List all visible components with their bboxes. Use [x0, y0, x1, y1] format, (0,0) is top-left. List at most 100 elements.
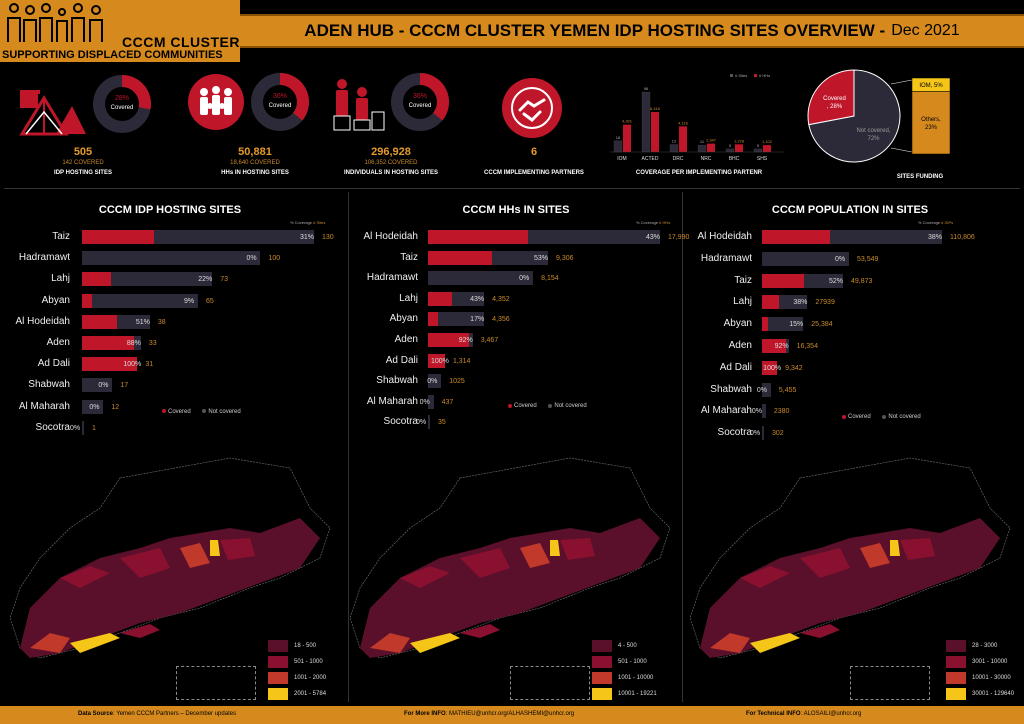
bar-percent: 0%	[834, 255, 846, 263]
footer-tech-text: : ALOSAILI@unhcr.org	[800, 711, 862, 717]
kpi-individuals: 36% Covered 296,928 106,352 COVERED INDI…	[326, 66, 456, 184]
bar-covered	[82, 336, 134, 350]
legend-text: 28 - 3000	[972, 643, 998, 649]
sites-bar	[725, 148, 735, 153]
bar-covered	[428, 353, 445, 368]
bar-count: 53,549	[856, 255, 879, 263]
sites-value: 12	[672, 139, 677, 144]
bar-percent: 0%	[246, 255, 257, 263]
map-legend-item: 18 - 500	[268, 640, 348, 654]
camp-icon	[19, 90, 86, 136]
footer: Data Source: Yemen CCCM Partners – Decem…	[0, 706, 1024, 724]
pie-slice	[807, 69, 855, 126]
bar-count: 49,873	[851, 277, 873, 285]
funding-chart: Not covered, 72% Covered , 28% IOM, 5% Others…	[796, 66, 956, 184]
row-label: Socotra	[35, 421, 70, 433]
bar-percent: 0%	[70, 424, 81, 432]
funding-bar-segment	[911, 91, 951, 155]
pie-label: Covered	[823, 96, 846, 102]
map-legend-item: 28 - 3000	[946, 640, 1024, 654]
bar-percent: 38%	[793, 299, 808, 307]
row-label: Al Maharah	[366, 395, 418, 407]
bar-count: 1	[92, 424, 96, 432]
kpi-value: 50,881	[238, 146, 272, 158]
legend-not-covered: Not covered	[202, 409, 241, 415]
bar-covered	[82, 230, 154, 244]
bar-count: 4,356	[492, 316, 510, 324]
socotra-inset	[510, 666, 590, 700]
bar-percent: 22%	[198, 276, 213, 284]
row-label: Al Maharah	[18, 400, 70, 412]
partner-label: IOM	[617, 156, 626, 162]
row-label: Taiz	[52, 231, 70, 242]
partners-bar-chart: # Sites # HHs 18 4,391 IOM 96 6,416 ACTED 12 4,11…	[610, 73, 784, 176]
bar-percent: 0%	[519, 275, 530, 283]
header: CCCM CLUSTER SUPPORTING DISPLACED COMMUN…	[0, 0, 1024, 62]
funding-pie: Not covered, 72% Covered , 28% IOM, 5% Others…	[807, 69, 951, 180]
row-label: Socotra	[383, 416, 418, 428]
row-label: Lahj	[51, 273, 70, 285]
bar-covered	[762, 317, 769, 332]
hhs-value: 4,391	[622, 119, 633, 124]
bar-total	[428, 394, 434, 409]
bar-count: 100	[268, 255, 281, 263]
bar-count: 4,352	[492, 295, 510, 303]
hhs-bar	[735, 144, 743, 152]
bar-covered	[82, 272, 111, 287]
people-silhouettes-icon	[7, 3, 103, 42]
legend-text: 2001 - 5784	[294, 691, 327, 697]
connector	[890, 79, 913, 85]
legend-not-covered: Not covered	[882, 414, 921, 420]
bar-count: 1,314	[452, 357, 471, 365]
legend-swatch	[592, 640, 612, 652]
handshake-icon	[502, 78, 562, 138]
donut-pct: 36%	[273, 93, 287, 100]
pie-label: , 28%	[827, 104, 843, 110]
kpi-partners: 6 CCCM IMPLEMENTING PARTNERS	[470, 66, 598, 184]
row-label: Aden	[394, 334, 418, 345]
sites-value: 18	[616, 135, 621, 140]
socotra-inset	[176, 666, 256, 700]
bar-covered	[428, 312, 438, 327]
bar-percent: 43%	[470, 295, 485, 303]
bar-count: 110,806	[950, 234, 975, 241]
legend-swatch	[268, 640, 288, 652]
row-label: Hadramawt	[18, 252, 70, 264]
row-label: Lahj	[399, 292, 418, 304]
kpi-value: 6	[530, 146, 538, 158]
sites-value: 5	[757, 143, 760, 148]
bar-percent: 53%	[534, 254, 549, 262]
bar-count: 35	[438, 419, 446, 427]
legend-text: 10001 - 30000	[972, 675, 1011, 681]
logo-text: CCCM CLUSTER	[122, 34, 240, 50]
bar-count: 5,455	[778, 386, 797, 394]
bar-count: 17,990	[668, 234, 690, 241]
bar-total	[428, 374, 442, 389]
bar-count: 33	[148, 340, 157, 347]
bar-covered	[762, 230, 831, 244]
map-sites	[9, 457, 331, 659]
donut-label: Covered	[111, 105, 134, 111]
kpi-label: HHs IN HOSTING SITES	[221, 170, 289, 176]
map-legend-item: 3001 - 10000	[946, 656, 1024, 670]
bar-percent: 100%	[763, 364, 782, 372]
logo-subtitle: SUPPORTING DISPLACED COMMUNITIES	[2, 49, 223, 61]
bar-total	[428, 271, 534, 286]
bar-count: 16,354	[796, 343, 818, 350]
donut-pct: 28%	[115, 95, 129, 102]
bar-total	[428, 312, 485, 327]
bar-percent: 92%	[458, 337, 473, 344]
row-label: Abyan	[41, 294, 70, 306]
legend-text: 1001 - 10000	[618, 675, 654, 681]
hhs-coverage-donut: 36% Covered	[251, 73, 309, 131]
coverage-legend: % Coverage # HHs	[636, 220, 670, 225]
sites-bar	[753, 148, 763, 153]
coverage-legend: % Coverage # IDPs	[918, 220, 953, 225]
row-label: Aden	[46, 337, 70, 348]
bar-percent: 0%	[756, 386, 767, 394]
coverage-legend-value: # Sites	[313, 220, 326, 225]
sites-bar	[697, 144, 707, 153]
sites-coverage-donut: 28% Covered	[93, 75, 151, 133]
bar-count: 27939	[815, 299, 835, 307]
row-label: Ad Dali	[37, 358, 70, 370]
